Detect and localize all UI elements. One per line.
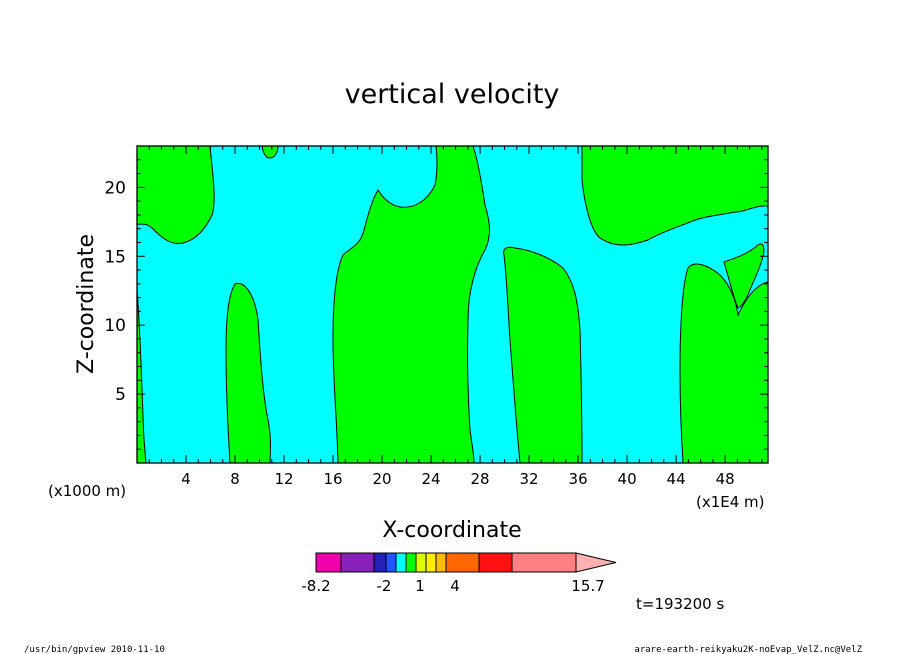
colorbar-label: -8.2 bbox=[301, 577, 330, 595]
colorbar-segment bbox=[340, 552, 375, 573]
colorbar-label: 4 bbox=[450, 577, 460, 595]
green-region-center bbox=[332, 145, 490, 464]
colorbar-segment bbox=[445, 552, 480, 573]
green-region-right bbox=[581, 145, 769, 246]
y-tick-label: 5 bbox=[115, 385, 126, 405]
colorbar-label: -2 bbox=[377, 577, 392, 595]
x-tick-label: 36 bbox=[569, 470, 588, 488]
y-axis-label: Z-coordinate bbox=[74, 234, 99, 374]
x-tick-label: 48 bbox=[716, 470, 735, 488]
x-scale-note: (x1E4 m) bbox=[696, 493, 765, 511]
x-tick-label: 24 bbox=[422, 470, 441, 488]
green-region-lower-right bbox=[679, 263, 769, 464]
footer-right: arare-earth-reikyaku2K-noEvap_VelZ.nc@Ve… bbox=[634, 645, 862, 654]
colorbar-segment bbox=[425, 552, 437, 573]
green-region-small-right bbox=[723, 243, 765, 309]
x-tick-label: 4 bbox=[181, 470, 191, 488]
colorbar-segment bbox=[478, 552, 513, 573]
y-tick-label: 15 bbox=[104, 247, 126, 267]
colorbar-segment bbox=[415, 552, 427, 573]
colorbar-segment bbox=[435, 552, 447, 573]
colorbar-arrow bbox=[575, 552, 617, 573]
x-axis: 4 8 12 16 20 24 28 32 36 40 44 48 bbox=[148, 146, 763, 488]
x-tick-label: 32 bbox=[520, 470, 539, 488]
y-tick-label: 10 bbox=[104, 316, 126, 336]
colorbar bbox=[315, 552, 617, 573]
x-tick-label: 44 bbox=[667, 470, 686, 488]
x-tick-label: 20 bbox=[373, 470, 392, 488]
colorbar-segment bbox=[373, 552, 387, 573]
colorbar-segment bbox=[315, 552, 342, 573]
chart-title: vertical velocity bbox=[345, 79, 560, 110]
x-tick-label: 28 bbox=[471, 470, 490, 488]
plot-frame bbox=[136, 145, 769, 464]
green-region-column-8 bbox=[225, 282, 271, 464]
green-region-small-top bbox=[261, 145, 279, 159]
y-axis: 5 10 15 20 bbox=[104, 159, 768, 450]
colorbar-label: 15.7 bbox=[571, 577, 604, 595]
footer-left: /usr/bin/gpview 2010-11-10 bbox=[24, 645, 165, 654]
colorbar-segment bbox=[405, 552, 417, 573]
x-axis-label: X-coordinate bbox=[382, 518, 521, 543]
colorbar-labels: -8.2 -2 1 4 15.7 bbox=[301, 577, 604, 595]
time-annotation: t=193200 s bbox=[636, 595, 724, 613]
colorbar-segment bbox=[395, 552, 407, 573]
x-tick-label: 40 bbox=[618, 470, 637, 488]
colorbar-segment bbox=[511, 552, 577, 573]
x-tick-label: 12 bbox=[274, 470, 293, 488]
x-tick-label: 16 bbox=[323, 470, 342, 488]
plot-area bbox=[136, 145, 769, 464]
green-region-left-edge bbox=[136, 289, 147, 464]
green-region-column-32 bbox=[503, 246, 583, 464]
green-region-top-left bbox=[136, 145, 215, 245]
x-tick-label: 8 bbox=[230, 470, 240, 488]
y-tick-label: 20 bbox=[104, 178, 126, 198]
colorbar-segment bbox=[385, 552, 397, 573]
x-unit-note: (x1000 m) bbox=[48, 482, 126, 500]
colorbar-label: 1 bbox=[415, 577, 425, 595]
